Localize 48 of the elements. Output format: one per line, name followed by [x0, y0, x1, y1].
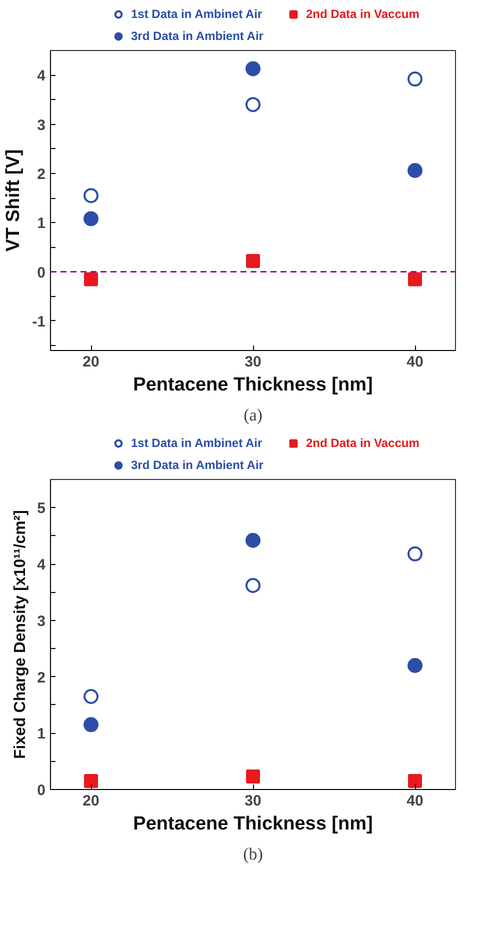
x-axis-title: Pentacene Thickness [nm]	[133, 814, 373, 834]
point	[408, 658, 422, 673]
legend-label: 1st Data in Ambinet Air	[131, 6, 262, 22]
point	[246, 770, 260, 784]
point	[84, 272, 98, 286]
point	[246, 578, 260, 593]
point	[246, 61, 260, 76]
text: (b)	[243, 844, 263, 864]
y-tick-label: 5	[37, 500, 46, 518]
x-tick-label: 20	[82, 354, 100, 370]
point	[246, 532, 260, 548]
point	[84, 188, 98, 204]
y-axis-title: VT Shift [V]	[3, 149, 24, 252]
legend-label: 1st Data in Ambinet Air	[131, 435, 262, 451]
x-tick-label: 40	[406, 354, 424, 370]
point	[408, 546, 422, 562]
y-axis-title: Fixed Charge Density [x10¹¹/cm²]	[12, 510, 30, 759]
x-tick-label: 30	[244, 792, 262, 810]
point	[246, 97, 260, 112]
legend-label: 2nd Data in Vaccum	[306, 6, 420, 22]
y-tick-label: 1	[37, 726, 46, 743]
x-axis-title: Pentacene Thickness [nm]	[133, 374, 373, 396]
point	[408, 163, 422, 178]
y-tick-label: 2	[37, 166, 46, 183]
legend-label: 2nd Data in Vaccum	[306, 435, 420, 451]
y-tick-label: 4	[37, 68, 46, 85]
y-tick-label: 3	[37, 116, 46, 134]
legend-label: 3rd Data in Ambient Air	[131, 28, 264, 44]
point	[246, 254, 260, 268]
y-tick-label: 3	[37, 612, 46, 630]
y-tick-label: 4	[37, 556, 46, 574]
y-tick-label: 0	[37, 782, 46, 799]
text: (a)	[244, 406, 262, 424]
x-tick-label: 30	[244, 354, 262, 370]
y-tick-label: 2	[37, 669, 46, 686]
point	[84, 211, 98, 226]
point	[84, 689, 98, 704]
point	[84, 717, 98, 732]
point	[408, 272, 422, 286]
x-tick-label: 40	[406, 792, 424, 810]
point	[408, 72, 422, 87]
y-tick-label: 1	[37, 215, 46, 232]
point	[408, 774, 422, 788]
x-tick-label: 20	[82, 792, 100, 810]
y-tick-label: -1	[32, 313, 46, 330]
legend-label: 3rd Data in Ambient Air	[131, 457, 264, 473]
point	[84, 774, 98, 788]
y-tick-label: 0	[37, 264, 46, 282]
